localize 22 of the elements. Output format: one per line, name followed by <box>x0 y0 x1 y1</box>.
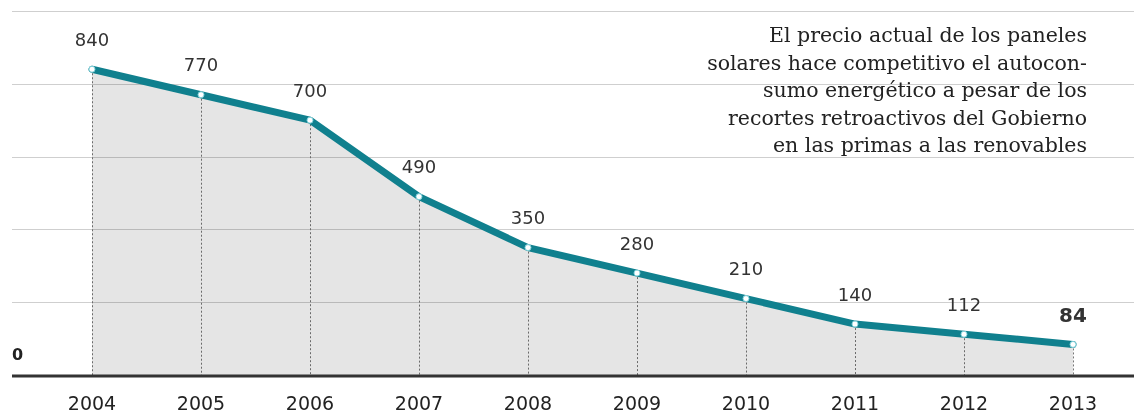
annotation: 0 <box>12 345 24 365</box>
data-label: 350 <box>510 207 546 229</box>
data-label: 770 <box>183 54 219 76</box>
x-tick-label: 2012 <box>939 392 989 414</box>
data-label: 140 <box>837 283 873 305</box>
x-tick-label: 2010 <box>721 392 771 414</box>
data-label: 840 <box>74 28 110 50</box>
x-tick-label: 2009 <box>612 392 662 414</box>
x-tick-label: 2006 <box>285 392 335 414</box>
data-label: 210 <box>728 258 764 280</box>
data-label: 490 <box>401 156 437 178</box>
data-label: 84 <box>1059 302 1087 327</box>
x-tick-label: 2011 <box>830 392 880 414</box>
data-label: 280 <box>619 232 655 254</box>
x-tick-label: 2007 <box>394 392 444 414</box>
annotation: El precio actual de los paneles solares hace competitivo el autocon- sumo energético a pesar de los recortes retroactivos del Gobierno en las primas a las renovables <box>707 22 1087 159</box>
x-tick-label: 2008 <box>503 392 553 414</box>
x-tick-label: 2004 <box>67 392 117 414</box>
data-label: 112 <box>946 293 982 315</box>
data-label: 700 <box>292 79 328 101</box>
x-tick-label: 2013 <box>1048 392 1098 414</box>
x-tick-label: 2005 <box>176 392 226 414</box>
